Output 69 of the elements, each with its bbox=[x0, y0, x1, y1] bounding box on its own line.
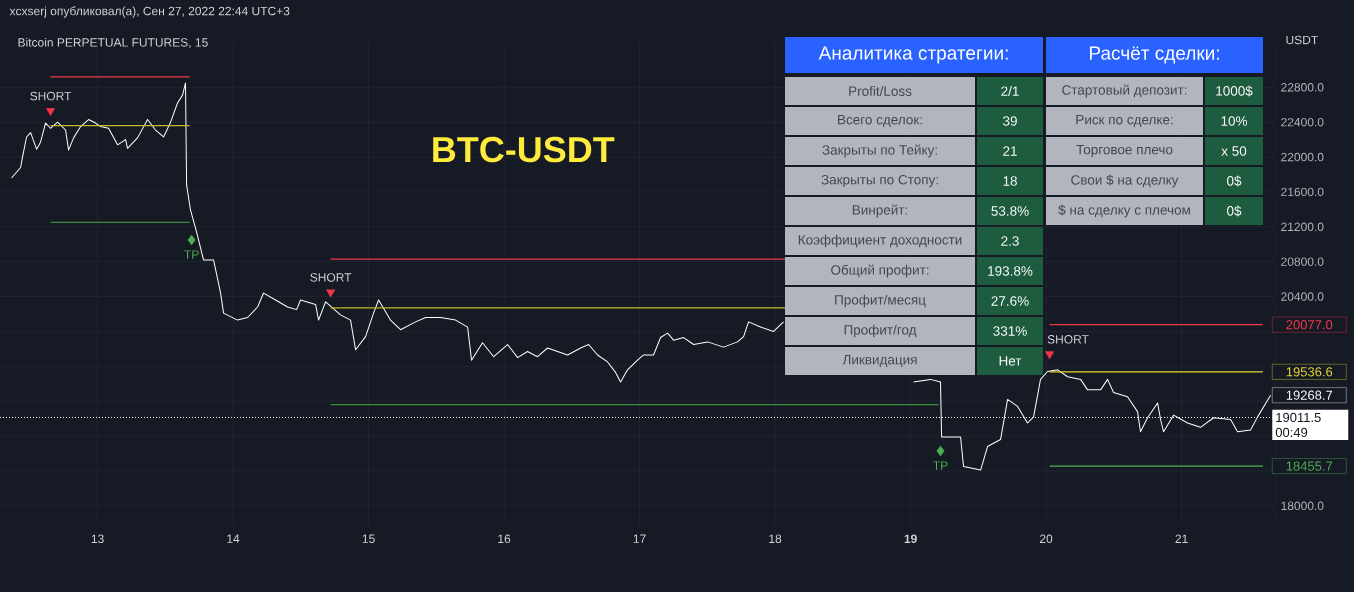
annotation: 27.6% bbox=[991, 296, 1029, 306]
annotation: Всего сделок: bbox=[838, 115, 922, 127]
annotation: Закрыты по Стопу: bbox=[821, 174, 938, 188]
annotation: 2.3 bbox=[1001, 236, 1019, 246]
annotation: 2/1 bbox=[1001, 86, 1019, 96]
data-label: 19536.6 bbox=[1286, 367, 1333, 377]
annotation: 0$ bbox=[1227, 205, 1242, 217]
annotation: 331% bbox=[993, 326, 1027, 336]
annotation: BTC-USDT bbox=[433, 136, 615, 163]
annotation: SHORT bbox=[310, 273, 352, 282]
annotation: Нет bbox=[999, 356, 1022, 366]
annotation: 53.8% bbox=[991, 206, 1029, 216]
annotation: 10% bbox=[1221, 116, 1248, 126]
annotation: Стартовый депозит: bbox=[1062, 84, 1187, 98]
annotation: Закрыты по Тейку: bbox=[822, 144, 937, 158]
y-axis-title: USDT bbox=[1286, 35, 1318, 45]
y-tick-label: 22000.0 bbox=[1281, 152, 1324, 162]
chart-subtitle: Bitcoin PERPETUAL FUTURES, 15 bbox=[18, 37, 208, 49]
point bbox=[936, 445, 945, 457]
x-tick-label: 15 bbox=[362, 534, 375, 543]
chart-title: xcxserj опубликовал(а), Сен 27, 2022 22:44 UTC+3 bbox=[9, 6, 290, 18]
annotation: Ликвидация bbox=[842, 355, 917, 367]
annotation: Profit/Loss bbox=[849, 86, 912, 96]
y-tick-label: 21200.0 bbox=[1281, 222, 1324, 232]
point bbox=[46, 108, 56, 117]
y-tick-label: 22800.0 bbox=[1281, 83, 1324, 92]
annotation: 1000$ bbox=[1216, 85, 1253, 97]
x-tick-label: 20 bbox=[1039, 534, 1053, 544]
annotation: Коэффициент доходности bbox=[798, 234, 962, 248]
x-tick-label: 17 bbox=[633, 534, 646, 543]
y-tick-label: 20400.0 bbox=[1281, 292, 1324, 301]
annotation: Профит/год bbox=[844, 324, 917, 338]
x-tick-label: 19 bbox=[904, 534, 917, 544]
x-tick-label: 18 bbox=[769, 534, 782, 544]
y-tick-label: 22400.0 bbox=[1281, 117, 1324, 127]
point bbox=[187, 234, 196, 246]
text: 00:49 bbox=[1275, 427, 1308, 438]
annotation: $ на сделку с плечом bbox=[1058, 204, 1190, 218]
annotation: Расчёт сделки: bbox=[1089, 46, 1219, 64]
y-tick-label: 18000.0 bbox=[1281, 501, 1324, 511]
x-tick-label: 14 bbox=[227, 534, 240, 543]
annotation: Свои $ на сделку bbox=[1071, 174, 1179, 188]
data-label: 18455.7 bbox=[1286, 461, 1333, 471]
annotation: SHORT bbox=[30, 91, 72, 101]
data-label: 19268.7 bbox=[1286, 390, 1333, 400]
annotation: 18 bbox=[1003, 176, 1017, 186]
annotation: TP bbox=[184, 250, 199, 259]
annotation: Торговое плечо bbox=[1076, 144, 1173, 158]
annotation: 39 bbox=[1003, 116, 1017, 126]
annotation: 21 bbox=[1003, 146, 1017, 156]
annotation: SHORT bbox=[1047, 335, 1089, 344]
annotation: Аналитика стратегии: bbox=[818, 46, 1008, 64]
y-tick-label: 20800.0 bbox=[1281, 257, 1324, 266]
annotation: 0$ bbox=[1227, 175, 1242, 187]
annotation: 193.8% bbox=[988, 266, 1033, 276]
x-tick-label: 13 bbox=[91, 534, 104, 544]
annotation: Профит/месяц bbox=[835, 294, 926, 308]
y-tick-label: 21600.0 bbox=[1281, 187, 1324, 197]
annotation: TP bbox=[933, 461, 948, 470]
annotation: Риск по сделке: bbox=[1076, 115, 1173, 127]
point bbox=[1045, 351, 1055, 360]
ref-line-label: 19011.5 bbox=[1276, 412, 1321, 423]
x-tick-label: 16 bbox=[498, 534, 511, 544]
annotation: Винрейт: bbox=[852, 204, 908, 218]
x-tick-label: 21 bbox=[1175, 534, 1188, 543]
annotation: x 50 bbox=[1221, 146, 1247, 156]
point bbox=[326, 289, 336, 298]
annotation: Общий профит: bbox=[831, 264, 929, 278]
data-label: 20077.0 bbox=[1286, 320, 1333, 330]
